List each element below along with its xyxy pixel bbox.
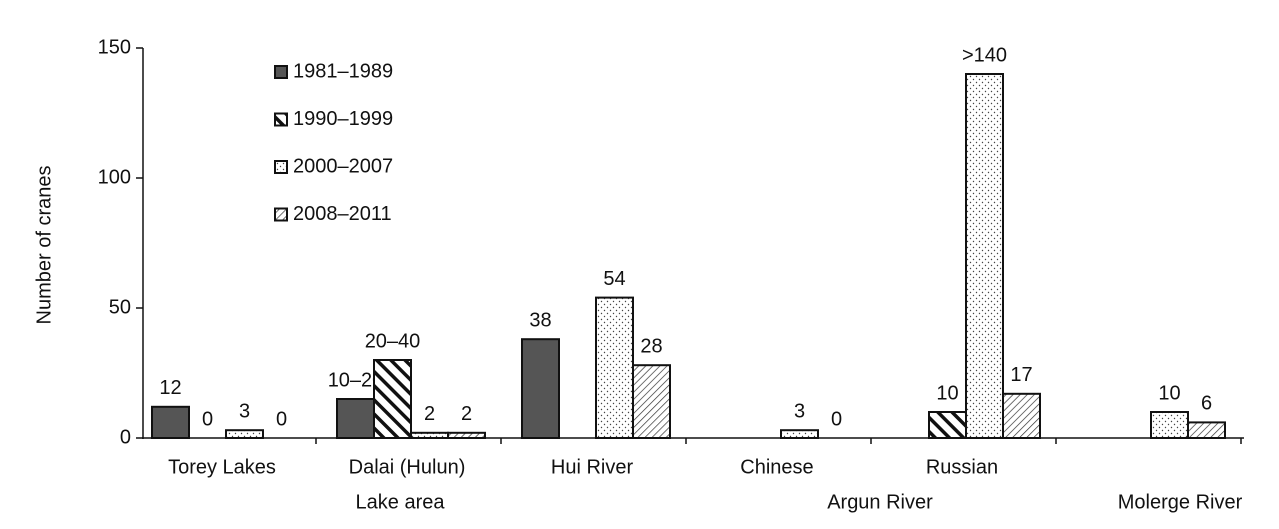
bar — [447, 431, 486, 439]
legend-label: 1990–1999 — [293, 108, 393, 130]
y-tick-label: 150 — [98, 36, 131, 58]
value-label: 0 — [831, 408, 842, 430]
bar — [965, 73, 1004, 439]
legend-label: 2008–2011 — [293, 203, 392, 225]
bar — [336, 398, 375, 439]
value-label: 2 — [461, 403, 472, 425]
bar — [225, 429, 264, 440]
value-label: 12 — [159, 377, 181, 399]
legend-swatch — [274, 207, 288, 222]
value-label: 0 — [202, 408, 213, 430]
value-label: 28 — [640, 335, 662, 357]
legend-swatch — [274, 65, 288, 79]
legend-label: 1981–1989 — [293, 60, 393, 82]
legend-swatch — [274, 160, 288, 174]
y-tick-label: 0 — [120, 426, 131, 448]
x-tick-label: Hui River — [551, 456, 634, 478]
bar — [521, 338, 560, 440]
value-label: 0 — [276, 408, 287, 430]
bar — [1002, 392, 1041, 439]
value-label: 20–40 — [365, 330, 421, 352]
legend-swatch — [274, 112, 288, 127]
bar — [1187, 421, 1226, 439]
bar — [595, 296, 634, 439]
x-tick-label: Russian — [926, 456, 998, 478]
bar — [410, 431, 449, 439]
bar — [928, 411, 967, 439]
value-label: 6 — [1201, 393, 1212, 415]
bar — [151, 405, 190, 439]
x-tick-label: Chinese — [740, 456, 813, 478]
y-tick-label: 50 — [109, 296, 131, 318]
y-axis-label: Number of cranes — [33, 166, 55, 325]
y-tick-label: 100 — [98, 166, 131, 188]
bar — [1150, 411, 1189, 439]
value-label: 3 — [794, 400, 805, 422]
x-tick-label: Dalai (Hulun) — [349, 456, 466, 478]
bar — [780, 429, 819, 440]
value-label: >140 — [962, 44, 1007, 66]
x-tick-label: Torey Lakes — [168, 456, 276, 478]
value-label: 10 — [936, 382, 958, 404]
value-label: 10 — [1158, 382, 1180, 404]
bar — [632, 364, 671, 440]
group-label: Argun River — [827, 491, 933, 513]
value-label: 10–20 — [328, 369, 384, 391]
group-label: Molerge River — [1118, 491, 1243, 513]
legend-label: 2000–2007 — [293, 155, 393, 177]
value-label: 38 — [529, 309, 551, 331]
value-label: 2 — [424, 403, 435, 425]
value-label: 3 — [239, 400, 250, 422]
value-label: 54 — [603, 268, 625, 290]
group-label: Lake area — [356, 491, 446, 513]
bar — [373, 359, 412, 439]
value-label: 17 — [1010, 364, 1032, 386]
